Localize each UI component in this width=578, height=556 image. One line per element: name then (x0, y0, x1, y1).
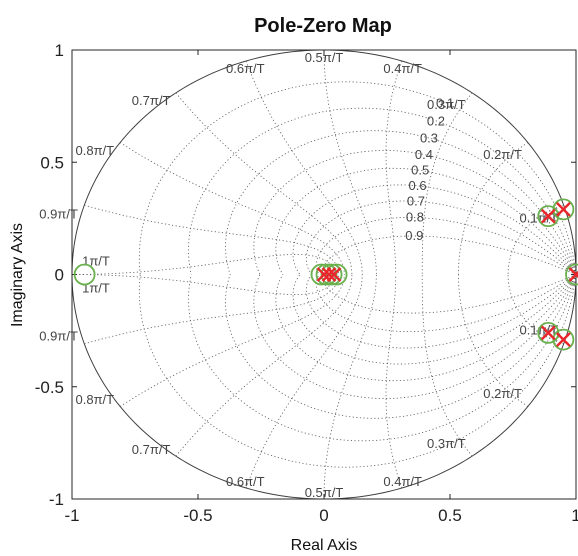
damping-curve (188, 274, 577, 442)
wn-label-upper: 1π/T (82, 254, 110, 269)
wn-curve (323, 274, 377, 499)
damping-curve (225, 274, 577, 419)
damping-curve (253, 274, 577, 399)
damping-label: 0.1 (436, 96, 454, 111)
wn-curve (175, 274, 353, 457)
wn-label-upper: 0.7π/T (132, 93, 171, 108)
damping-curve (275, 274, 577, 382)
pole-zero-markers (73, 198, 578, 351)
wn-curve (507, 274, 564, 345)
z-plane-grid: 0.10.20.30.40.50.60.70.80.90.1π/T0.2π/T0… (39, 49, 577, 500)
wn-curve (71, 274, 336, 295)
damping-curve (188, 107, 577, 275)
damping-curve (253, 150, 577, 275)
y-tick-label: -1 (49, 490, 64, 509)
wn-curve (385, 60, 403, 275)
wn-label-lower: 1π/T (82, 281, 110, 296)
damping-label: 0.7 (407, 193, 425, 208)
damping-label: 0.6 (409, 178, 427, 193)
pole-marker (540, 325, 556, 341)
chart-title: Pole-Zero Map (254, 15, 392, 37)
wn-label-lower: 0.9π/T (39, 329, 78, 344)
damping-curve (138, 81, 577, 275)
pole-marker-stroke (556, 332, 571, 347)
damping-curve (292, 184, 577, 275)
wn-label-upper: 0.2π/T (483, 147, 522, 162)
x-tick-label: 0 (319, 506, 328, 525)
wn-label-lower: 0.6π/T (226, 474, 265, 489)
axis-ticks: -1 -0.5 0 0.5 1 -1 -0.5 0 0.5 1 (35, 41, 578, 525)
wn-curve (458, 142, 529, 275)
damping-curve (315, 216, 577, 275)
damping-label: 0.4 (415, 147, 433, 162)
wn-label-upper: 0.9π/T (39, 206, 78, 221)
zero-marker (310, 263, 333, 286)
pole-marker-stroke (556, 202, 571, 217)
pole-marker (568, 267, 578, 282)
wn-curve (323, 50, 377, 275)
wn-label-lower: 0.8π/T (76, 392, 115, 407)
y-axis-label: Imaginary Axis (9, 223, 26, 327)
zero-marker (73, 263, 96, 286)
x-tick-label: -1 (64, 506, 79, 525)
wn-label-upper: 0.6π/T (226, 61, 265, 76)
damping-curve (138, 274, 577, 468)
pole-marker (326, 267, 342, 282)
pole-marker (540, 208, 556, 224)
zero-marker (320, 263, 343, 286)
wn-label-upper: 0.5π/T (305, 50, 344, 65)
pole-marker (321, 267, 337, 282)
wn-label-lower: 0.4π/T (383, 474, 422, 489)
y-tick-label: 0 (55, 266, 64, 285)
wn-curve (71, 254, 336, 275)
zero-marker (315, 263, 338, 286)
wn-label-upper: 0.4π/T (383, 61, 422, 76)
wn-curve (175, 92, 353, 275)
wn-curve (84, 204, 340, 275)
damping-curve (292, 274, 577, 365)
wn-label-lower: 0.7π/T (132, 442, 171, 457)
wn-curve (507, 204, 564, 275)
wn-label-upper: 0.3π/T (427, 97, 466, 112)
damping-label: 0.2 (427, 114, 445, 129)
damping-label: 0.5 (411, 163, 429, 178)
x-tick-label: 1 (571, 506, 578, 525)
pole-marker-stroke (540, 208, 556, 224)
wn-label-lower: 0.3π/T (427, 436, 466, 451)
grid-labels: 0.10.20.30.40.50.60.70.80.90.1π/T0.2π/T0… (39, 50, 558, 500)
damping-curve (275, 167, 577, 275)
damping-label: 0.8 (406, 210, 424, 225)
zero-marker (565, 263, 578, 286)
wn-curve (119, 142, 345, 275)
x-tick-label: -0.5 (183, 506, 212, 525)
damping-curve (321, 235, 577, 275)
pole-marker-stroke (568, 270, 578, 282)
pole-marker-stroke (321, 267, 337, 282)
wn-label-lower: 0.5π/T (305, 485, 344, 500)
wn-curve (245, 60, 363, 275)
pole-marker-stroke (540, 325, 556, 341)
pole-marker (556, 202, 571, 217)
y-tick-label: -0.5 (35, 378, 64, 397)
wn-curve (245, 274, 363, 489)
pole-marker (556, 332, 571, 347)
damping-curve (321, 274, 577, 314)
damping-label: 0.3 (420, 131, 438, 146)
wn-label-upper: 0.8π/T (76, 143, 115, 158)
damping-curve (315, 274, 577, 333)
damping-curve (225, 130, 577, 275)
wn-label-lower: 0.2π/T (483, 386, 522, 401)
y-tick-label: 0.5 (40, 153, 64, 172)
pole-marker-stroke (326, 267, 342, 282)
wn-curve (119, 274, 345, 407)
x-axis-label: Real Axis (291, 537, 358, 554)
x-tick-label: 0.5 (438, 506, 462, 525)
wn-curve (385, 274, 403, 489)
wn-curve (421, 274, 473, 457)
wn-curve (84, 274, 340, 345)
damping-label: 0.9 (405, 228, 423, 243)
y-tick-label: 1 (55, 41, 64, 60)
zero-marker (325, 263, 348, 286)
